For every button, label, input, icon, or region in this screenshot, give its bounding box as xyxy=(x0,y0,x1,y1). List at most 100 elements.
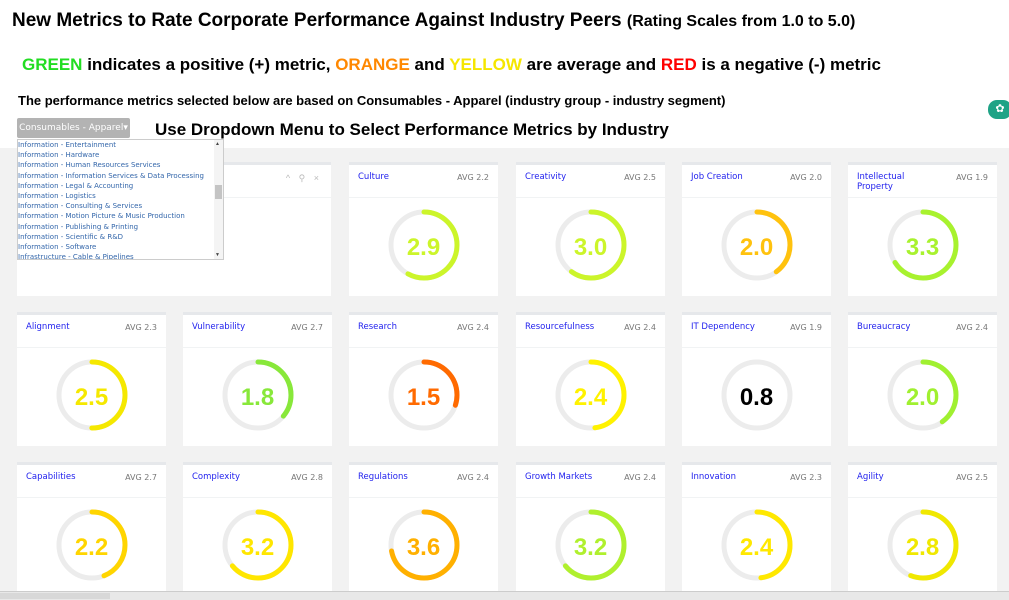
gauge-fill xyxy=(887,359,959,431)
card-tools[interactable]: ^ ⚲ × xyxy=(285,173,322,183)
legend-part: and xyxy=(409,55,450,74)
dropdown-option[interactable]: Infrastructure - Cable & Pipelines xyxy=(18,253,134,260)
legend-part: indicates a positive (+) metric, xyxy=(82,55,336,74)
metric-card: Innovation AVG 2.3 2.4 xyxy=(682,462,831,596)
card-header: Complexity AVG 2.8 xyxy=(183,465,332,498)
industry-basis-note: The performance metrics selected below a… xyxy=(18,93,726,108)
gauge-fill xyxy=(887,209,959,281)
dropdown-option[interactable]: Information - Human Resources Services xyxy=(18,161,161,170)
card-title[interactable]: Regulations xyxy=(358,472,408,482)
card-title[interactable]: Growth Markets xyxy=(525,472,593,482)
metric-card: Alignment AVG 2.3 2.5 xyxy=(17,312,166,446)
dropdown-option[interactable]: Information - Logistics xyxy=(18,191,96,200)
gauge xyxy=(555,509,627,581)
card-average: AVG 2.4 xyxy=(457,323,489,332)
card-average: AVG 2.3 xyxy=(125,323,157,332)
card-title[interactable]: Creativity xyxy=(525,172,567,182)
card-title[interactable]: Intellectual Property xyxy=(857,172,905,192)
industry-dropdown-list[interactable]: ▲ ▼ Information - Entertainment Informatio… xyxy=(17,139,224,260)
card-title[interactable]: Vulnerability xyxy=(192,322,246,332)
card-average: AVG 2.0 xyxy=(790,173,822,182)
gauge-fill xyxy=(56,509,128,581)
gauge-fill xyxy=(887,509,959,581)
metric-card: Research AVG 2.4 1.5 xyxy=(349,312,498,446)
gauge xyxy=(222,359,294,431)
gauge-fill xyxy=(555,359,627,431)
card-title[interactable]: Alignment xyxy=(26,322,70,332)
card-header: Bureaucracy AVG 2.4 xyxy=(848,315,997,348)
gauge-fill xyxy=(56,359,128,431)
gauge xyxy=(555,209,627,281)
dropdown-option[interactable]: Information - Entertainment xyxy=(18,141,117,149)
card-average: AVG 2.4 xyxy=(624,323,656,332)
card-title[interactable]: Bureaucracy xyxy=(857,322,911,332)
metric-card: Capabilities AVG 2.7 2.2 xyxy=(17,462,166,596)
dropdown-option[interactable]: Information - Hardware xyxy=(18,151,100,160)
gauge-value: 3.0 xyxy=(573,234,608,261)
card-average: AVG 2.3 xyxy=(790,473,822,482)
metric-card: Bureaucracy AVG 2.4 2.0 xyxy=(848,312,997,446)
gauge xyxy=(721,359,793,431)
dropdown-option[interactable]: Information - Consulting & Services xyxy=(18,202,143,211)
gauge xyxy=(887,359,959,431)
industry-dropdown-button[interactable]: Consumables - Apparel▾ xyxy=(17,118,130,138)
card-average: AVG 2.4 xyxy=(624,473,656,482)
dropdown-option[interactable]: Information - Information Services & Dat… xyxy=(18,171,204,180)
dropdown-option[interactable]: Information - Software xyxy=(18,242,97,251)
gauge xyxy=(388,509,460,581)
horizontal-scrollbar[interactable] xyxy=(0,591,1009,600)
legend-part: is a negative (-) metric xyxy=(696,55,881,74)
gauge xyxy=(887,509,959,581)
gauge-fill xyxy=(555,509,627,581)
dropdown-option[interactable]: Information - Publishing & Printing xyxy=(18,222,139,231)
gauge xyxy=(388,209,460,281)
card-average: AVG 2.4 xyxy=(457,473,489,482)
gauge-value: 2.2 xyxy=(74,534,109,561)
card-average: AVG 2.2 xyxy=(457,173,489,182)
metric-card: Creativity AVG 2.5 3.0 xyxy=(516,162,665,296)
gauge-fill xyxy=(721,209,793,281)
card-header: Intellectual Property AVG 1.9 xyxy=(848,165,997,198)
dropdown-scrollbar[interactable]: ▲ ▼ xyxy=(214,140,223,259)
gauge-fill xyxy=(721,509,793,581)
card-title[interactable]: Culture xyxy=(358,172,389,182)
gauge xyxy=(56,359,128,431)
gauge xyxy=(388,359,460,431)
card-header: Culture AVG 2.2 xyxy=(349,165,498,198)
gauge-value: 1.8 xyxy=(240,384,275,411)
widget-badge-icon[interactable]: ✿ xyxy=(988,100,1009,119)
card-title[interactable]: Complexity xyxy=(192,472,241,482)
card-header: Innovation AVG 2.3 xyxy=(682,465,831,498)
gauge-value: 3.3 xyxy=(905,234,940,261)
metric-card: Regulations AVG 2.4 3.6 xyxy=(349,462,498,596)
gauge xyxy=(721,509,793,581)
card-title[interactable]: Job Creation xyxy=(691,172,743,182)
card-header: Growth Markets AVG 2.4 xyxy=(516,465,665,498)
card-title[interactable]: Innovation xyxy=(691,472,737,482)
card-header: Vulnerability AVG 2.7 xyxy=(183,315,332,348)
card-title[interactable]: Agility xyxy=(857,472,884,482)
card-header: Research AVG 2.4 xyxy=(349,315,498,348)
gauge-fill xyxy=(388,209,460,281)
card-title[interactable]: Resourcefulness xyxy=(525,322,595,332)
card-average: AVG 2.5 xyxy=(956,473,988,482)
gauge-value: 2.9 xyxy=(406,234,441,261)
gauge-value: 2.0 xyxy=(739,234,774,261)
card-title[interactable]: Research xyxy=(358,322,397,332)
metric-card: Agility AVG 2.5 2.8 xyxy=(848,462,997,596)
gauge-value: 2.0 xyxy=(905,384,940,411)
legend-part: are average and xyxy=(521,55,661,74)
card-average: AVG 2.7 xyxy=(125,473,157,482)
card-header: Creativity AVG 2.5 xyxy=(516,165,665,198)
card-header: Capabilities AVG 2.7 xyxy=(17,465,166,498)
card-title[interactable]: IT Dependency xyxy=(691,322,755,332)
card-average: AVG 2.4 xyxy=(956,323,988,332)
dropdown-option[interactable]: Information - Legal & Accounting xyxy=(18,181,134,190)
card-title[interactable]: Capabilities xyxy=(26,472,76,482)
dropdown-option[interactable]: Information - Scientific & R&D xyxy=(18,232,124,241)
gauge-value: 3.2 xyxy=(573,534,608,561)
legend-part: GREEN xyxy=(22,55,83,74)
card-average: AVG 2.5 xyxy=(624,173,656,182)
dropdown-option[interactable]: Information - Motion Picture & Music Pro… xyxy=(18,212,185,221)
gauge xyxy=(721,209,793,281)
